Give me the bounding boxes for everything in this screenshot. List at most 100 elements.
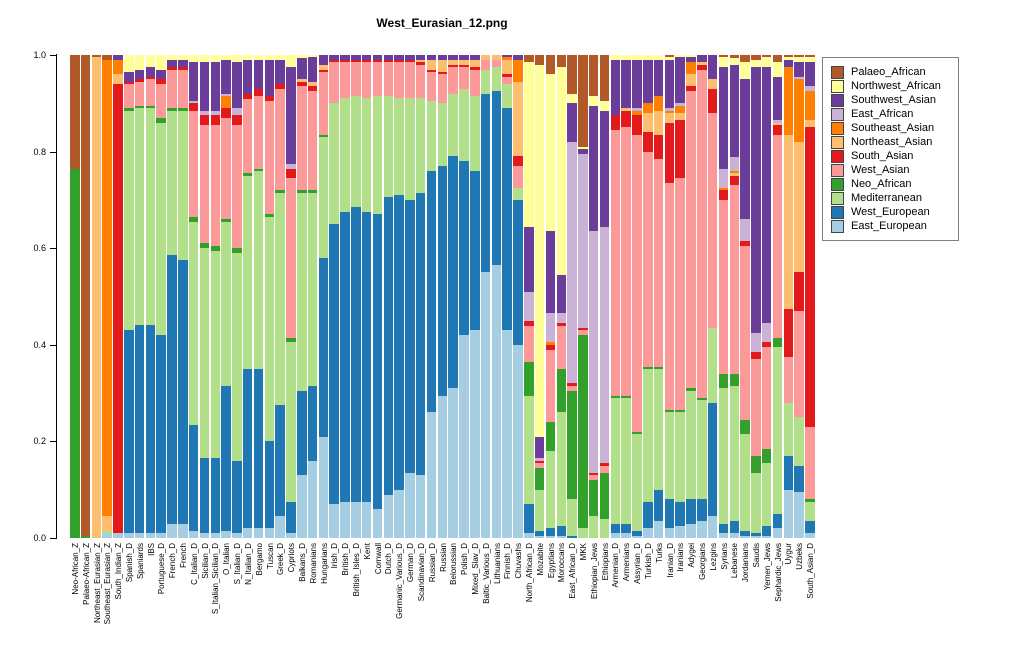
- bar-segment-Mediterranean: [675, 412, 685, 502]
- bar-East_African_D: [567, 55, 577, 538]
- x-axis-label: French: [179, 543, 189, 568]
- bar-segment-West_Asian: [794, 311, 804, 418]
- bar-segment-Neo_African: [751, 455, 761, 473]
- bar-segment-East_European: [329, 504, 339, 538]
- legend-label: West_Asian: [851, 164, 910, 176]
- bar-segment-Neo_African: [145, 105, 156, 109]
- bar-segment-Neo_African: [275, 190, 285, 193]
- bar-segment-Southeast_Asian: [794, 79, 804, 142]
- bar-segment-West_European: [134, 325, 145, 534]
- bar-segment-Neo_African: [297, 190, 307, 193]
- bar-S_Italian_D: [232, 55, 242, 538]
- bar-segment-East_European: [621, 533, 631, 538]
- x-axis-label: Northeast_Eurasian_Z: [92, 543, 102, 624]
- x-axis-label: N_Italian_D: [243, 543, 253, 585]
- x-axis-label: Neo-African_Z: [70, 543, 80, 595]
- bar-segment-Northwest_African: [751, 59, 761, 68]
- bar-segment-East_European: [491, 265, 502, 538]
- bar-segment-Northwest_African: [794, 57, 804, 63]
- bar-segment-Southeast_Asian: [664, 110, 675, 113]
- bar-segment-Southwest_Asian: [621, 59, 631, 109]
- bar-segment-Northwest_African: [729, 57, 739, 65]
- bar-segment-East_European: [178, 523, 188, 538]
- x-axis-label: IBS: [146, 543, 156, 556]
- bar-segment-South_Asian: [145, 76, 156, 80]
- bar-segment-South_Asian: [686, 86, 696, 92]
- bar-segment-West_European: [664, 499, 675, 529]
- bar-segment-Northwest_African: [188, 55, 199, 63]
- legend-swatch-icon: [831, 107, 844, 121]
- bar-segment-East_European: [253, 528, 264, 538]
- bar-segment-Southwest_Asian: [610, 59, 621, 116]
- bar-segment-South_Asian: [751, 352, 761, 360]
- bar-segment-Southwest_Asian: [199, 62, 210, 111]
- x-axis-label: Lithuanians: [492, 543, 502, 584]
- bar-segment-Palaeo_African: [588, 55, 599, 97]
- bar-segment-Southwest_Asian: [664, 59, 675, 109]
- bar-segment-South_Asian: [415, 62, 426, 65]
- bar-segment-West_European: [686, 499, 696, 524]
- bar-segment-West_European: [632, 530, 642, 536]
- bar-segment-Northwest_African: [178, 55, 188, 60]
- bar-segment-East_European: [351, 501, 361, 538]
- x-axis-label: Saudis: [752, 543, 762, 568]
- bar-segment-South_Asian: [297, 81, 307, 87]
- bar-segment-Neo_African: [156, 117, 166, 123]
- x-axis-label: British_D: [341, 543, 351, 576]
- bar-segment-Palaeo_African: [805, 55, 815, 58]
- bar-segment-South_Asian: [761, 342, 772, 348]
- bar-Kent: [361, 55, 372, 538]
- bar-segment-Palaeo_African: [545, 55, 556, 75]
- bar-segment-Mediterranean: [621, 397, 631, 524]
- bar-segment-East_European: [686, 523, 696, 538]
- bar-segment-South_Asian: [372, 59, 383, 63]
- bar-segment-Northeast_Asian: [459, 59, 469, 65]
- x-axis-label: Jordanians: [741, 543, 751, 583]
- bar-segment-Mediterranean: [351, 96, 361, 208]
- bar-segment-Neo_African: [70, 168, 80, 538]
- bar-segment-West_European: [167, 255, 177, 524]
- bar-segment-Southwest_Asian: [470, 55, 480, 60]
- bar-segment-Northwest_African: [156, 55, 166, 70]
- bar-segment-West_European: [783, 455, 794, 490]
- bar-segment-Northwest_African: [805, 57, 815, 63]
- bar-segment-East_European: [653, 521, 664, 538]
- bar-segment-East_European: [524, 533, 534, 538]
- bar-segment-West_Asian: [729, 185, 739, 374]
- bar-segment-Palaeo_African: [524, 55, 534, 63]
- bar-segment-Mediterranean: [697, 400, 707, 500]
- bar-segment-East_European: [188, 530, 199, 538]
- bar-segment-West_Asian: [599, 465, 610, 473]
- x-axis-label: Cornwall: [373, 543, 383, 575]
- bar-segment-Mediterranean: [588, 516, 599, 538]
- bar-segment-East_European: [740, 535, 750, 538]
- bar-segment-Northeast_Asian: [297, 79, 307, 82]
- bar-segment-Neo_African: [578, 335, 588, 529]
- bar-segment-Neo_African: [232, 248, 242, 254]
- bar-segment-West_European: [567, 535, 577, 538]
- bar-Mozabite: [534, 55, 545, 538]
- bar-segment-West_Asian: [610, 129, 621, 396]
- bar-segment-West_Asian: [318, 71, 329, 135]
- bar-segment-East_European: [340, 501, 350, 538]
- bar-segment-West_European: [707, 402, 718, 517]
- bar-segment-East_European: [210, 533, 221, 538]
- bar-segment-East_European: [513, 344, 523, 538]
- bar-segment-Southwest_Asian: [145, 67, 156, 77]
- bar-segment-West_European: [491, 91, 502, 266]
- bar-segment-East_European: [383, 494, 394, 538]
- x-axis-label: Egyptians: [546, 543, 556, 579]
- bar-segment-Mediterranean: [545, 451, 556, 529]
- bar-segment-Southeast_Asian: [643, 103, 653, 113]
- bar-segment-South_Asian: [545, 344, 556, 350]
- legend-item-Neo_African: Neo_African: [831, 177, 950, 191]
- legend-item-Southwest_Asian: Southwest_Asian: [831, 93, 950, 107]
- bar-segment-Northwest_African: [210, 55, 221, 63]
- bar-segment-West_Asian: [167, 69, 177, 109]
- bar-segment-Neo_African: [80, 535, 91, 538]
- bar-segment-Southwest_Asian: [394, 55, 404, 60]
- bar-Hungarians: [318, 55, 329, 538]
- bar-segment-Southwest_Asian: [729, 64, 739, 157]
- bar-segment-Mediterranean: [437, 103, 448, 167]
- x-axis-label: Uzbeks: [795, 543, 805, 570]
